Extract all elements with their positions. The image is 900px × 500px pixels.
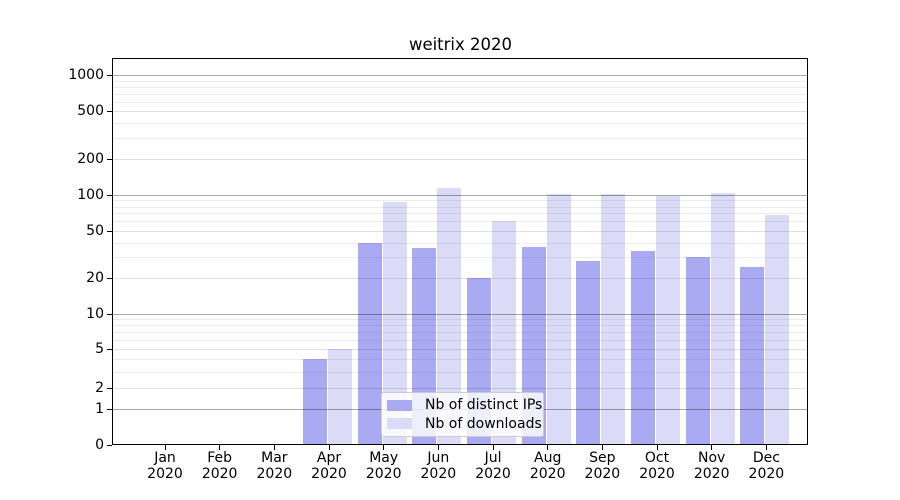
gridline-minor: [113, 331, 807, 333]
legend: Nb of distinct IPs Nb of downloads: [381, 392, 544, 437]
x-tick-mark: [383, 445, 385, 450]
x-tick-mark: [164, 445, 166, 450]
bar-downloads-aug: [546, 193, 571, 444]
gridline-minor: [113, 200, 807, 202]
x-tick-label: Apr 2020: [311, 450, 347, 482]
legend-label-downloads: Nb of downloads: [425, 415, 542, 432]
y-tick-mark: [107, 444, 112, 446]
gridline-minor: [113, 101, 807, 103]
y-tick-mark: [107, 159, 112, 161]
bar-ips-oct: [631, 250, 656, 444]
x-tick-label: Dec 2020: [748, 450, 785, 482]
x-tick-label: Mar 2020: [256, 450, 293, 482]
x-tick-label: Aug 2020: [529, 450, 566, 482]
gridline-minor: [113, 213, 807, 215]
y-tick-mark: [107, 111, 112, 113]
y-tick-mark: [107, 75, 112, 77]
gridline-minor: [113, 325, 807, 327]
x-tick-label: Oct 2020: [639, 450, 675, 482]
gridline-minor: [113, 93, 807, 95]
bar-ips-may: [357, 242, 382, 444]
gridline-decade: [113, 75, 807, 77]
bar-ips-dec: [740, 266, 765, 444]
bar-downloads-sep: [601, 194, 626, 444]
gridline-minor: [113, 339, 807, 341]
y-tick-label: 50: [86, 222, 104, 239]
gridline-minor: [113, 221, 807, 223]
x-tick-mark: [219, 445, 221, 450]
bar-downloads-nov: [710, 193, 735, 444]
gridline-labeled: [113, 230, 807, 232]
legend-swatch-ips: [387, 400, 412, 411]
x-tick-mark: [765, 445, 767, 450]
gridline-minor: [113, 359, 807, 361]
x-tick-mark: [273, 445, 275, 450]
y-tick-label: 1000: [68, 67, 104, 84]
gridline-decade: [113, 313, 807, 315]
x-tick-label: Feb 2020: [201, 450, 238, 482]
x-tick-mark: [328, 445, 330, 450]
x-tick-label: Jul 2020: [475, 450, 511, 482]
y-tick-label: 200: [77, 151, 104, 168]
gridline-minor: [113, 80, 807, 82]
gridline-minor: [113, 137, 807, 139]
gridline-minor: [113, 371, 807, 373]
y-tick-label: 100: [77, 186, 104, 203]
y-tick-mark: [107, 278, 112, 280]
bar-ips-sep: [576, 260, 601, 444]
legend-label-ips: Nb of distinct IPs: [425, 397, 543, 414]
y-tick-mark: [107, 409, 112, 411]
x-tick-mark: [711, 445, 713, 450]
gridline-minor: [113, 87, 807, 89]
x-tick-label: Jan 2020: [147, 450, 183, 482]
bar-downloads-oct: [656, 196, 681, 444]
y-tick-label: 1: [95, 401, 104, 418]
x-tick-mark: [547, 445, 549, 450]
gridline-minor: [113, 206, 807, 208]
y-tick-mark: [107, 230, 112, 232]
x-tick-label: Jun 2020: [420, 450, 457, 482]
gridline-minor: [113, 123, 807, 125]
gridline-labeled: [113, 348, 807, 350]
legend-item-downloads: Nb of downloads: [387, 416, 542, 432]
y-tick-label: 500: [77, 103, 104, 120]
y-tick-label: 5: [95, 340, 104, 357]
bar-ips-nov: [685, 257, 710, 444]
y-tick-mark: [107, 194, 112, 196]
legend-item-ips: Nb of distinct IPs: [387, 397, 542, 413]
gridline-decade: [113, 194, 807, 196]
y-tick-label: 2: [95, 380, 104, 397]
gridline-labeled: [113, 278, 807, 280]
y-tick-label: 0: [95, 436, 104, 453]
x-tick-mark: [601, 445, 603, 450]
gridline-minor: [113, 257, 807, 259]
x-tick-mark: [437, 445, 439, 450]
y-tick-mark: [107, 388, 112, 390]
x-tick-mark: [656, 445, 658, 450]
gridline-minor: [113, 242, 807, 244]
chart-title: weitrix 2020: [408, 35, 513, 54]
bar-ips-apr: [303, 359, 327, 444]
y-tick-label: 10: [86, 305, 104, 322]
x-tick-mark: [492, 445, 494, 450]
y-tick-mark: [107, 348, 112, 350]
gridline-minor: [113, 319, 807, 321]
x-tick-label: May 2020: [365, 450, 402, 482]
x-tick-label: Sep 2020: [584, 450, 621, 482]
x-tick-label: Nov 2020: [693, 450, 730, 482]
bar-downloads-dec: [765, 214, 790, 444]
bar-downloads-apr: [328, 348, 352, 444]
y-tick-mark: [107, 313, 112, 315]
legend-swatch-downloads: [387, 418, 412, 429]
gridline-labeled: [113, 111, 807, 113]
y-tick-label: 20: [86, 270, 104, 287]
gridline-labeled: [113, 388, 807, 390]
gridline-labeled: [113, 159, 807, 161]
